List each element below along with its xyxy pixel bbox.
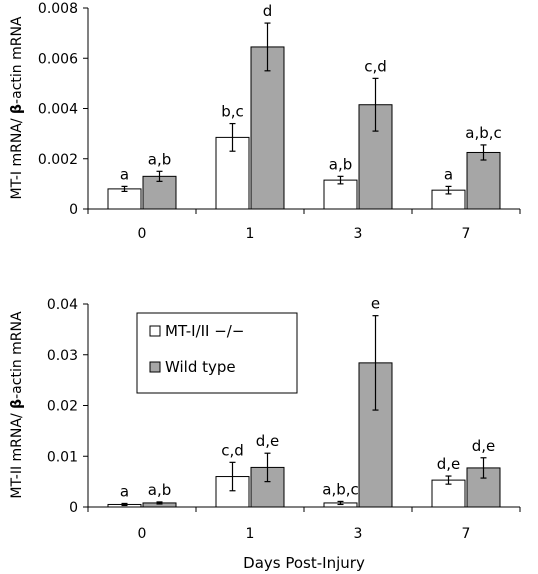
x-tick-label: 7	[462, 526, 471, 542]
y-tick-label: 0.002	[38, 152, 78, 168]
y-tick-label: 0	[69, 202, 78, 218]
y-tick-label: 0	[69, 500, 78, 516]
bar	[250, 46, 285, 210]
significance-label: a,b	[329, 155, 352, 173]
significance-label: d	[263, 2, 273, 20]
significance-label: b,c	[221, 103, 244, 121]
significance-label: c,d	[221, 441, 244, 459]
significance-label: a	[444, 165, 453, 183]
y-tick-label: 0.03	[47, 348, 78, 364]
significance-label: d,e	[437, 455, 461, 473]
significance-label: a,b	[148, 481, 171, 499]
y-tick-label: 0.004	[38, 102, 78, 118]
bar	[466, 151, 501, 210]
significance-label: a,b,c	[322, 480, 359, 498]
x-tick-label: 0	[138, 226, 147, 242]
legend-label: MT-I/II −/−	[165, 322, 244, 340]
significance-label: a	[120, 165, 129, 183]
y-tick-label: 0.006	[38, 51, 78, 67]
legend-box	[136, 312, 298, 394]
y-tick-label: 0.01	[47, 449, 78, 465]
significance-label: c,d	[364, 57, 387, 75]
significance-label: a,b	[148, 150, 171, 168]
y-axis-title: MT-I mRNA/ β-actin mRNA	[9, 16, 25, 199]
significance-label: d,e	[472, 437, 496, 455]
x-tick-label: 3	[354, 526, 363, 542]
y-axis-title: MT-II mRNA/ β-actin mRNA	[9, 311, 25, 499]
significance-label: a	[120, 482, 129, 500]
legend-label: Wild type	[165, 358, 236, 376]
significance-label: e	[371, 295, 380, 313]
x-tick-label: 1	[246, 526, 255, 542]
y-tick-label: 0.008	[38, 1, 78, 17]
legend: MT-I/II −/− Wild type	[136, 312, 298, 394]
chart-2: 0 0.01 0.02 0.03 0.04 0 1 3 7 a c,d a,b,c d,e a,b d,e e…	[9, 295, 521, 572]
significance-label: a,b,c	[465, 124, 502, 142]
x-axis-title: Days Post-Injury	[243, 554, 365, 572]
x-tick-label: 3	[354, 226, 363, 242]
x-tick-label: 1	[246, 226, 255, 242]
chart-1: 0 0.002 0.004 0.006 0.008 0 1 3 7 a b,c a,b a a,b d c,d…	[9, 1, 521, 242]
legend-swatch	[149, 361, 161, 373]
x-tick-label: 7	[462, 226, 471, 242]
bar	[323, 179, 358, 210]
y-tick-label: 0.02	[47, 399, 78, 415]
x-tick-label: 0	[138, 526, 147, 542]
y-tick-label: 0.04	[47, 297, 78, 313]
significance-label: d,e	[256, 432, 280, 450]
legend-swatch	[149, 325, 161, 337]
